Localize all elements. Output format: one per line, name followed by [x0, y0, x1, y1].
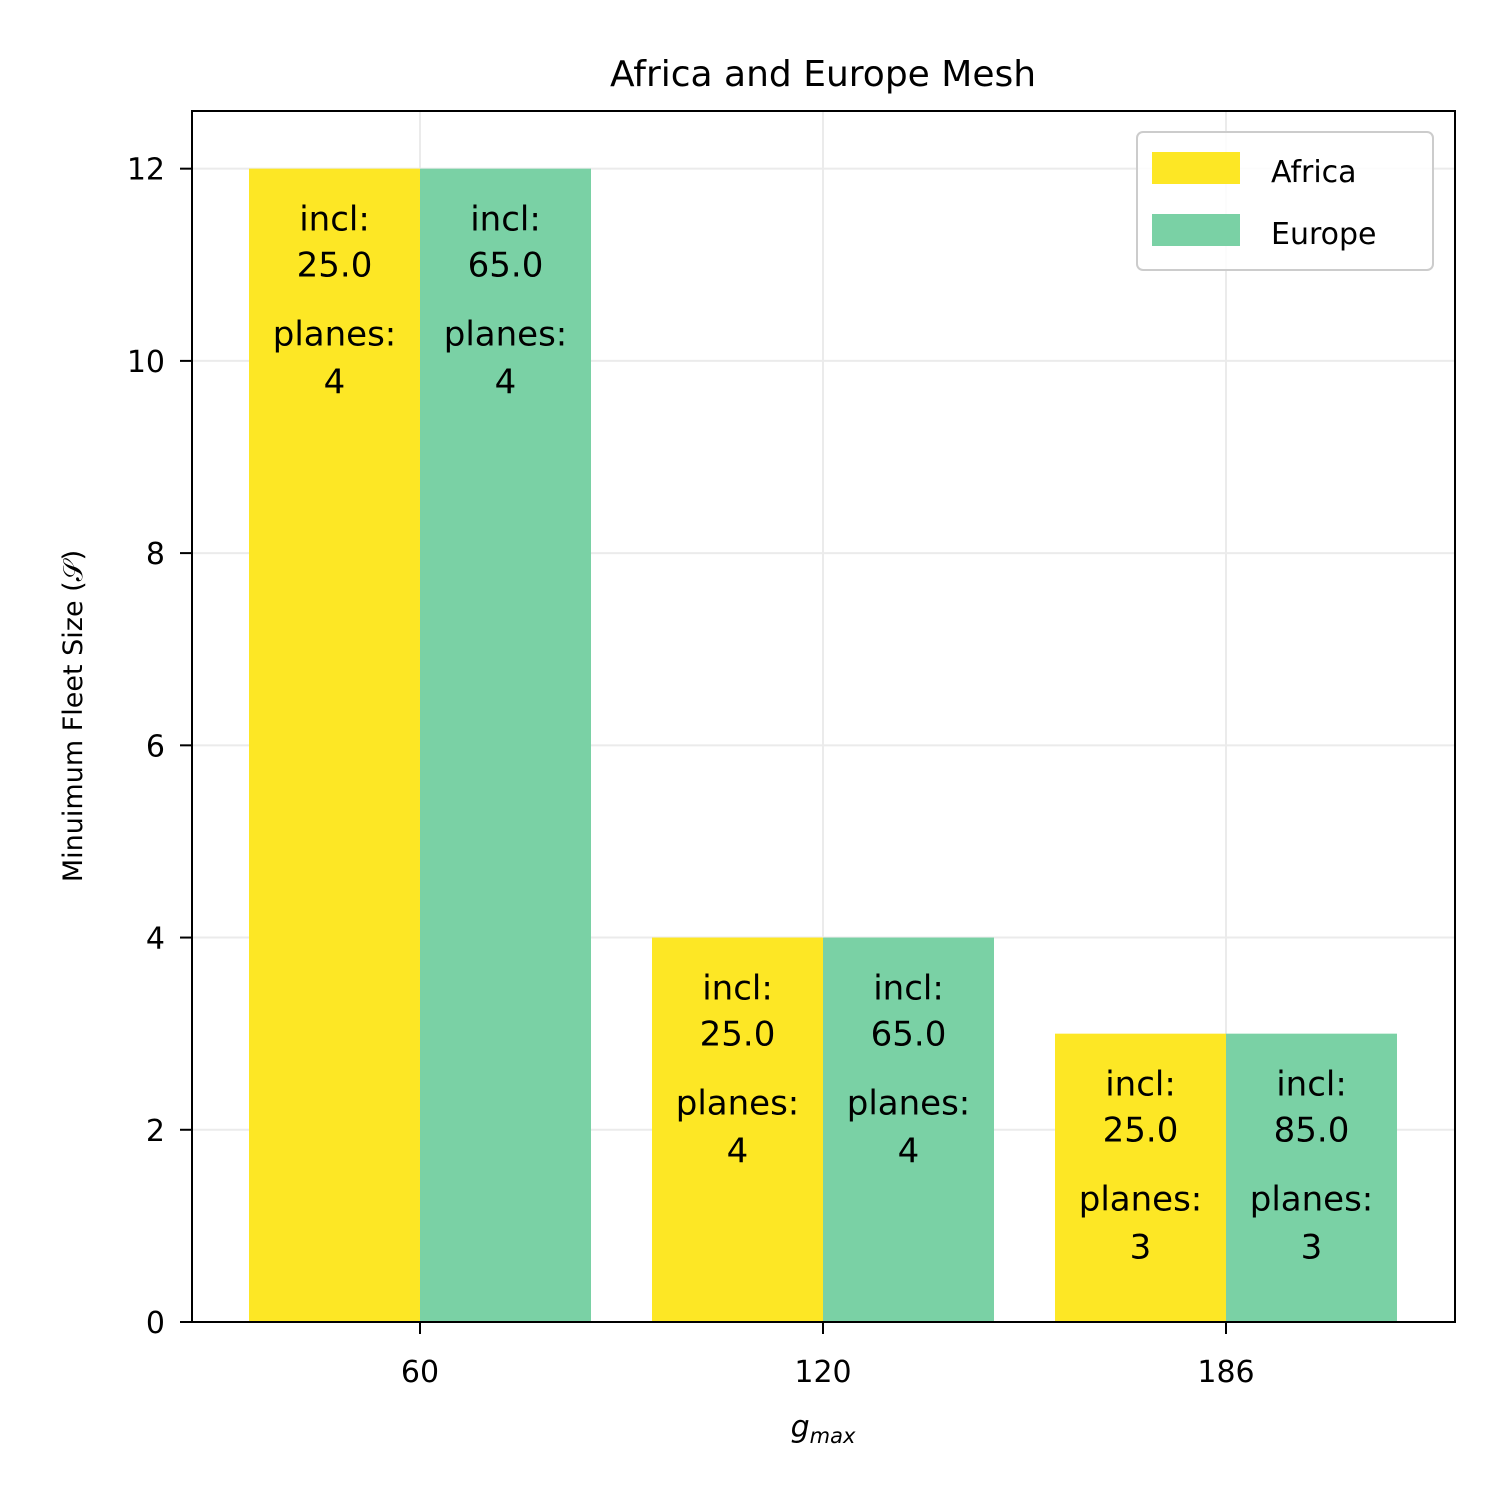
x-axis-label-main: g — [791, 1410, 810, 1445]
y-tick-label: 2 — [146, 1114, 165, 1149]
bar-africa-120 — [652, 937, 823, 1322]
x-tick-label: 120 — [794, 1355, 851, 1390]
x-tick-label: 60 — [401, 1355, 439, 1390]
chart-title: Africa and Europe Mesh — [610, 54, 1036, 95]
bar-africa-60 — [249, 168, 420, 1323]
bar-annotation-incl-value: 65.0 — [871, 1015, 947, 1055]
x-axis: 60 120 186 — [401, 1322, 1255, 1390]
bar-annotation-incl-value: 85.0 — [1274, 1111, 1350, 1151]
bar-annotation-incl-label: incl: — [470, 200, 541, 240]
x-tick-label: 186 — [1197, 1355, 1254, 1390]
bar-europe-186 — [1226, 1033, 1397, 1322]
bar-annotation-incl-value: 25.0 — [297, 246, 373, 286]
bar-annotation-planes-label: planes: — [444, 315, 568, 355]
legend-swatch-africa — [1152, 152, 1240, 184]
bar-labels: incl: 25.0 planes: 4 incl: 25.0 planes: 4 incl: 2… — [273, 200, 1374, 1268]
bar-africa-186 — [1055, 1033, 1226, 1322]
bar-annotation-incl-label: incl: — [1276, 1065, 1347, 1105]
bar-annotation-planes-label: planes: — [1250, 1180, 1374, 1220]
bar-annotation-planes-value: 4 — [898, 1132, 920, 1172]
bar-annotation-incl-label: incl: — [873, 969, 944, 1009]
bar-europe-120 — [823, 937, 994, 1322]
bar-annotation-planes-label: planes: — [847, 1084, 971, 1124]
x-axis-label-subscript: max — [810, 1424, 856, 1448]
y-tick-label: 10 — [127, 345, 165, 380]
bar-annotation-planes-value: 4 — [324, 363, 346, 403]
legend-label-europe: Europe — [1271, 217, 1377, 252]
bar-annotation-incl-value: 25.0 — [700, 1015, 776, 1055]
legend-swatch-europe — [1152, 214, 1240, 246]
y-tick-label: 0 — [146, 1306, 165, 1341]
bar-europe-60 — [420, 168, 591, 1323]
y-tick-label: 12 — [127, 153, 165, 188]
bar-annotation-incl-label: incl: — [1105, 1065, 1176, 1105]
bar-annotation-planes-label: planes: — [273, 315, 397, 355]
bar-annotation-planes-label: planes: — [1079, 1180, 1203, 1220]
bar-annotation-planes-value: 4 — [727, 1132, 749, 1172]
legend-label-africa: Africa — [1271, 155, 1357, 190]
bar-annotation-incl-label: incl: — [702, 969, 773, 1009]
bar-annotation-planes-value: 4 — [495, 363, 517, 403]
bar-annotation-incl-label: incl: — [299, 200, 370, 240]
x-axis-label: gmax — [791, 1410, 856, 1448]
y-axis: 0 2 4 6 8 10 12 — [127, 153, 192, 1341]
bar-annotation-planes-value: 3 — [1130, 1228, 1152, 1268]
bar-annotation-planes-value: 3 — [1301, 1228, 1323, 1268]
y-axis-label: Minuimum Fleet Size (𝒮) — [58, 550, 89, 882]
y-tick-label: 6 — [146, 729, 165, 764]
bars — [249, 168, 1397, 1323]
y-tick-label: 8 — [146, 537, 165, 572]
bar-annotation-incl-value: 65.0 — [468, 246, 544, 286]
legend: Africa Europe — [1136, 131, 1434, 271]
y-tick-label: 4 — [146, 922, 165, 957]
bar-annotation-planes-label: planes: — [676, 1084, 800, 1124]
bar-annotation-incl-value: 25.0 — [1103, 1111, 1179, 1151]
